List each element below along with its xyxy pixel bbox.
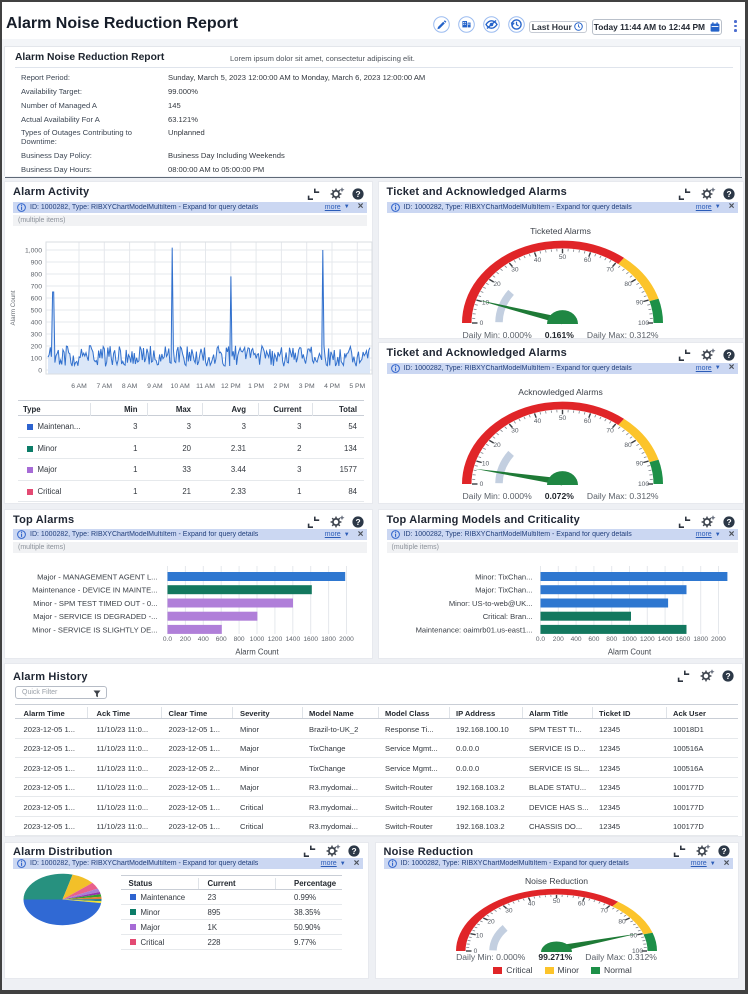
svg-text:800: 800: [606, 636, 617, 643]
svg-text:1800: 1800: [693, 636, 708, 643]
svg-text:1200: 1200: [268, 636, 283, 643]
svg-text:60: 60: [577, 900, 585, 907]
svg-text:400: 400: [31, 319, 43, 326]
svg-text:9 AM: 9 AM: [147, 383, 163, 390]
svg-text:6 AM: 6 AM: [71, 383, 87, 390]
svg-text:Minor - SERVICE IS SLIGHTLY DE: Minor - SERVICE IS SLIGHTLY DE...: [32, 625, 157, 634]
svg-text:?: ?: [355, 189, 360, 199]
svg-text:0: 0: [479, 320, 483, 327]
svg-text:Alarm Count: Alarm Count: [235, 647, 279, 656]
svg-text:50: 50: [552, 898, 560, 905]
svg-text:1200: 1200: [639, 636, 654, 643]
svg-text:400: 400: [570, 636, 581, 643]
svg-text:40: 40: [527, 900, 535, 907]
svg-text:700: 700: [31, 283, 43, 290]
svg-text:?: ?: [726, 516, 731, 526]
svg-text:80: 80: [624, 281, 632, 288]
svg-text:Critical: Bran...: Critical: Bran...: [482, 612, 532, 621]
svg-text:80: 80: [624, 442, 632, 449]
svg-text:40: 40: [533, 418, 541, 425]
svg-text:0.0: 0.0: [535, 636, 544, 643]
svg-text:40: 40: [533, 257, 541, 264]
svg-text:0: 0: [479, 481, 483, 488]
svg-text:3 PM: 3 PM: [299, 383, 315, 390]
svg-text:90: 90: [635, 461, 643, 468]
svg-text:?: ?: [355, 516, 360, 526]
svg-text:60: 60: [583, 257, 591, 264]
svg-text:600: 600: [31, 295, 43, 302]
svg-text:0.0: 0.0: [163, 636, 172, 643]
svg-text:Major - MANAGEMENT AGENT L...: Major - MANAGEMENT AGENT L...: [37, 572, 157, 581]
svg-text:100: 100: [637, 481, 648, 488]
svg-text:10: 10: [475, 933, 483, 940]
svg-text:1000: 1000: [250, 636, 265, 643]
svg-text:100: 100: [31, 355, 43, 362]
svg-text:10: 10: [481, 300, 489, 307]
svg-text:2000: 2000: [339, 636, 354, 643]
svg-text:800: 800: [234, 636, 245, 643]
svg-text:20: 20: [493, 442, 501, 449]
svg-text:Minor: US-to-web@UK...: Minor: US-to-web@UK...: [448, 598, 532, 607]
svg-text:100: 100: [631, 948, 642, 955]
svg-text:50: 50: [558, 415, 566, 422]
svg-text:?: ?: [726, 189, 731, 199]
svg-text:70: 70: [606, 267, 614, 274]
svg-text:300: 300: [31, 331, 43, 338]
svg-text:80: 80: [618, 919, 626, 926]
svg-text:90: 90: [629, 933, 637, 940]
svg-text:1800: 1800: [321, 636, 336, 643]
svg-text:Major - SERVICE IS DEGRADED -.: Major - SERVICE IS DEGRADED -...: [33, 612, 157, 621]
svg-text:1000: 1000: [622, 636, 637, 643]
svg-text:800: 800: [31, 271, 43, 278]
svg-text:Minor - SPM TEST TIMED OUT - 0: Minor - SPM TEST TIMED OUT - 0...: [33, 598, 157, 607]
svg-text:Alarm Count: Alarm Count: [607, 647, 651, 656]
svg-text:400: 400: [198, 636, 209, 643]
svg-text:?: ?: [351, 846, 356, 856]
svg-text:100: 100: [637, 320, 648, 327]
svg-text:Maintenance: oaimrb01.us-east1: Maintenance: oaimrb01.us-east1...: [415, 625, 532, 634]
svg-text:0: 0: [38, 367, 42, 374]
svg-text:30: 30: [505, 908, 513, 915]
svg-text:?: ?: [726, 350, 731, 360]
svg-text:8 AM: 8 AM: [122, 383, 138, 390]
svg-text:70: 70: [600, 908, 608, 915]
svg-text:Alarm Count: Alarm Count: [10, 290, 17, 325]
svg-text:20: 20: [487, 919, 495, 926]
svg-text:30: 30: [511, 267, 519, 274]
svg-text:Maintenance - DEVICE IN MAINTE: Maintenance - DEVICE IN MAINTE...: [32, 585, 157, 594]
svg-text:1400: 1400: [285, 636, 300, 643]
svg-text:0: 0: [473, 948, 477, 955]
svg-text:1600: 1600: [303, 636, 318, 643]
svg-text:1,000: 1,000: [25, 247, 42, 254]
svg-text:50: 50: [558, 254, 566, 261]
svg-text:10 AM: 10 AM: [171, 383, 191, 390]
svg-text:90: 90: [635, 300, 643, 307]
svg-text:Major: TixChan...: Major: TixChan...: [475, 585, 532, 594]
svg-text:4 PM: 4 PM: [324, 383, 340, 390]
svg-text:7 AM: 7 AM: [97, 383, 113, 390]
svg-text:30: 30: [511, 428, 519, 435]
svg-text:500: 500: [31, 307, 43, 314]
svg-text:11 AM: 11 AM: [196, 383, 215, 390]
svg-text:1 PM: 1 PM: [248, 383, 264, 390]
svg-text:Minor: TixChan...: Minor: TixChan...: [475, 572, 532, 581]
svg-text:10: 10: [481, 461, 489, 468]
svg-text:5 PM: 5 PM: [349, 383, 365, 390]
svg-text:600: 600: [216, 636, 227, 643]
svg-text:200: 200: [180, 636, 191, 643]
svg-text:12 PM: 12 PM: [221, 383, 241, 390]
svg-text:?: ?: [721, 846, 726, 856]
svg-text:200: 200: [552, 636, 563, 643]
svg-text:1400: 1400: [657, 636, 672, 643]
svg-text:600: 600: [588, 636, 599, 643]
svg-text:200: 200: [31, 343, 43, 350]
svg-text:?: ?: [725, 671, 730, 681]
svg-text:2 PM: 2 PM: [273, 383, 289, 390]
svg-text:900: 900: [31, 259, 43, 266]
svg-text:70: 70: [606, 428, 614, 435]
svg-text:1600: 1600: [675, 636, 690, 643]
svg-text:2000: 2000: [711, 636, 726, 643]
svg-text:20: 20: [493, 281, 501, 288]
svg-text:60: 60: [583, 418, 591, 425]
